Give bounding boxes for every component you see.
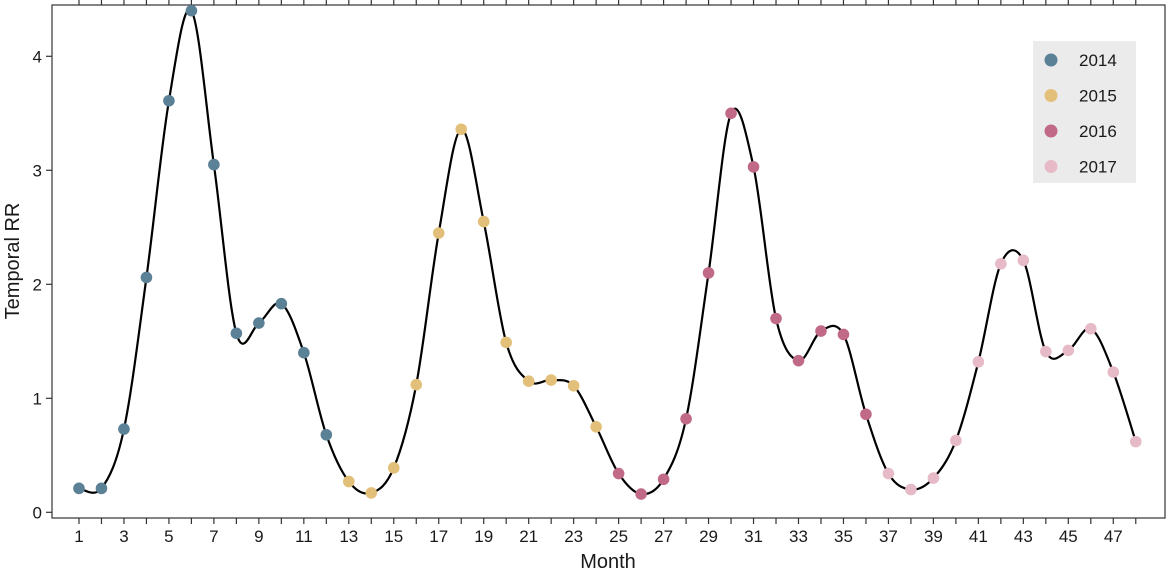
y-tick-label: 1 (33, 389, 42, 408)
x-tick-label: 41 (969, 527, 988, 546)
data-point-2014 (230, 327, 243, 340)
data-point-2014 (298, 346, 310, 359)
x-tick-label: 3 (119, 527, 128, 546)
legend-swatch-2014 (1044, 53, 1058, 67)
y-tick-label: 2 (33, 275, 42, 294)
y-tick-label: 0 (33, 503, 42, 522)
data-point-2017 (995, 257, 1007, 270)
x-tick-label: 13 (339, 527, 358, 546)
x-tick-label: 7 (209, 527, 218, 546)
data-point-2017 (1040, 345, 1052, 358)
data-point-2017 (1017, 254, 1030, 267)
data-point-2015 (477, 215, 490, 228)
legend-swatch-2017 (1044, 160, 1058, 173)
legend-label-2014: 2014 (1079, 51, 1117, 70)
data-point-2017 (905, 483, 917, 496)
data-point-2014 (208, 158, 220, 171)
data-point-2014 (275, 297, 288, 310)
x-tick-label: 39 (924, 527, 943, 546)
data-point-2017 (1129, 435, 1142, 448)
legend: 2014 2015 2016 2017 (1033, 41, 1136, 183)
x-axis: 1 3 5 7 9 11 13 15 17 19 21 23 25 27 29 31 33 35 37 39 41 43 4… (74, 0, 1137, 546)
x-tick-label: 45 (1059, 527, 1078, 546)
x-tick-label: 25 (609, 527, 628, 546)
data-point-2016 (815, 325, 827, 337)
data-point-2015 (522, 375, 535, 388)
y-tick-label: 3 (33, 161, 42, 180)
data-point-2014 (118, 423, 130, 435)
data-point-2017 (1107, 366, 1120, 378)
data-point-2015 (343, 475, 355, 488)
x-tick-label: 29 (699, 527, 718, 546)
data-point-2014 (253, 317, 265, 329)
x-tick-label: 21 (519, 527, 538, 546)
data-point-2015 (432, 227, 445, 239)
x-tick-label: 1 (74, 527, 83, 546)
data-point-2015 (567, 379, 580, 392)
y-tick-label: 4 (33, 47, 42, 66)
data-point-2016 (680, 413, 692, 425)
data-point-2016 (657, 473, 670, 486)
y-axis-title: Temporal RR (2, 203, 24, 320)
data-point-2016 (860, 408, 872, 421)
x-tick-label: 27 (654, 527, 673, 546)
plot-panel-border (51, 4, 1166, 519)
data-point-2015 (545, 374, 557, 386)
legend-label-2016: 2016 (1079, 122, 1117, 141)
data-point-2016 (770, 312, 782, 325)
trend-line (78, 8, 1137, 496)
data-point-2017 (972, 356, 985, 368)
x-tick-label: 11 (295, 527, 313, 546)
data-point-2014 (73, 482, 85, 495)
data-point-2017 (950, 434, 962, 447)
x-tick-label: 9 (254, 527, 263, 546)
x-tick-label: 31 (744, 527, 763, 546)
data-point-2014 (140, 271, 153, 284)
data-point-2016 (792, 354, 805, 367)
data-point-2016 (702, 267, 715, 279)
x-tick-label: 43 (1014, 527, 1033, 546)
data-point-2016 (837, 328, 850, 341)
legend-label-2015: 2015 (1079, 87, 1117, 106)
data-points (73, 4, 1142, 500)
data-point-2017 (1062, 344, 1075, 357)
data-point-2016 (747, 161, 760, 173)
data-point-2014 (185, 4, 198, 17)
data-point-2015 (410, 378, 423, 391)
data-point-2015 (365, 487, 378, 499)
data-point-2016 (612, 467, 625, 480)
data-point-2017 (927, 472, 940, 484)
data-point-2015 (387, 462, 400, 474)
x-axis-title: Month (580, 551, 636, 573)
data-point-2017 (882, 467, 895, 480)
x-tick-label: 5 (164, 527, 173, 546)
x-tick-label: 23 (564, 527, 583, 546)
data-point-2017 (1085, 322, 1097, 335)
x-tick-label: 33 (789, 527, 808, 546)
x-tick-label: 37 (879, 527, 898, 546)
y-axis: 0 1 2 3 4 (33, 47, 52, 522)
legend-swatch-2016 (1044, 124, 1058, 138)
data-point-2016 (635, 488, 647, 500)
x-tick-label: 15 (384, 527, 403, 546)
x-tick-label: 35 (834, 527, 853, 546)
legend-swatch-2015 (1044, 89, 1058, 102)
data-point-2014 (320, 428, 333, 441)
x-tick-label: 17 (429, 527, 448, 546)
data-point-2016 (725, 107, 737, 120)
data-point-2014 (95, 482, 108, 495)
data-point-2015 (500, 336, 512, 349)
data-point-2015 (590, 421, 602, 433)
x-tick-label: 47 (1104, 527, 1123, 546)
legend-label-2017: 2017 (1079, 158, 1117, 177)
data-point-2015 (455, 123, 468, 136)
x-tick-label: 19 (474, 527, 493, 546)
data-point-2014 (163, 94, 175, 107)
